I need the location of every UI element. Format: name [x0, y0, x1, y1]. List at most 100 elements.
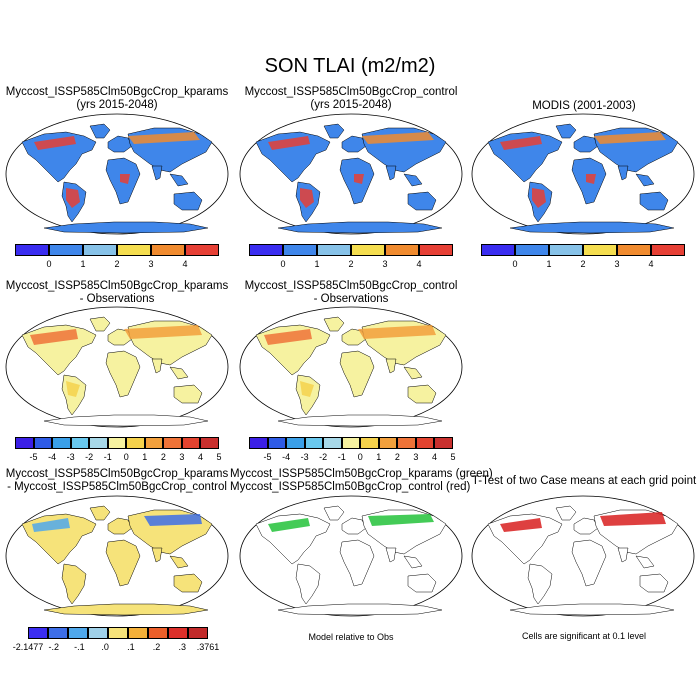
colorbar-tick-label: -2: [319, 452, 328, 462]
colorbar-box: [419, 244, 453, 256]
colorbar-tick-label: -2: [85, 452, 94, 462]
colorbar-tick-label: 5: [216, 452, 222, 462]
colorbar-tick-label: 5: [450, 452, 456, 462]
colorbar-box: [651, 244, 685, 256]
panel-title-p7: Myccost_ISSP585Clm50BgcCrop_kparams - My…: [0, 468, 234, 494]
continent-antarctica: [43, 221, 209, 234]
colorbar-box: [434, 437, 453, 449]
colorbar-tick-label: .0: [101, 642, 109, 652]
panel-title-line2: - Observations: [313, 293, 389, 305]
colorbar-box: [52, 437, 71, 449]
continent-europe: [341, 517, 367, 535]
continent-india: [617, 165, 629, 181]
continent-australia: [173, 573, 203, 593]
colorbar-casediff-p7: -2.1477 -.2 -.1 .0 .1 .2 .3 .3761: [13, 627, 219, 657]
field-patch: [594, 132, 666, 144]
colorbar-tick-label: 2: [348, 259, 354, 269]
continent-europe: [107, 517, 133, 535]
continent-se-asia: [403, 366, 423, 380]
figure-title: SON TLAI (m2/m2): [264, 55, 436, 77]
colorbar-tick-label: -2.1477: [12, 642, 44, 652]
continent-india: [385, 165, 397, 181]
colorbar-tick-label: 1: [80, 259, 86, 269]
colorbar-tick-label: 2: [394, 452, 400, 462]
continent-australia: [173, 384, 203, 404]
colorbar-box: [117, 244, 151, 256]
colorbar-box: [515, 244, 549, 256]
continent-europe: [341, 328, 367, 346]
continent-india: [151, 165, 163, 181]
panel-title-line1: Myccost_ISSP585Clm50BgcCrop_kparams (gre…: [230, 468, 493, 480]
field-patch: [600, 512, 666, 526]
colorbar-tick-label: -4: [48, 452, 57, 462]
colorbar-tick-label: 0: [46, 259, 52, 269]
colorbar-box: [415, 437, 435, 449]
continent-india: [151, 547, 163, 563]
field-patch: [362, 132, 434, 144]
panel-title-line1: MODIS (2001-2003): [532, 100, 636, 112]
colorbar-tick-label: 2: [114, 259, 120, 269]
continent-south-america: [61, 563, 87, 605]
continent-australia: [407, 384, 437, 404]
colorbar-tick-label: 0: [512, 259, 518, 269]
colorbar-box: [68, 627, 88, 639]
continent-antarctica: [277, 221, 443, 234]
colorbar-box: [88, 627, 108, 639]
colorbar-box: [249, 437, 268, 449]
field-patch: [264, 329, 312, 345]
continent-greenland: [323, 123, 345, 139]
colorbar-tick-label: 4: [416, 259, 422, 269]
field-patch: [354, 174, 364, 184]
colorbar-tick-label: 0: [123, 452, 129, 462]
colorbar-box: [168, 627, 188, 639]
colorbar-tick-label: 4: [648, 259, 654, 269]
continent-europe: [341, 135, 367, 153]
continent-greenland: [89, 123, 111, 139]
colorbar-tick-label: -3: [66, 452, 75, 462]
map-panel-p3: [471, 113, 695, 235]
colorbar-abs-p1: 0 1 2 3 4: [15, 244, 219, 274]
colorbar-box: [185, 244, 219, 256]
colorbar-box: [304, 437, 324, 449]
continent-se-asia: [169, 555, 189, 569]
field-patch: [66, 188, 80, 208]
panel-title-line1: Myccost_ISSP585Clm50BgcCrop_control: [244, 86, 458, 98]
colorbar-box: [181, 437, 201, 449]
continent-se-asia: [635, 555, 655, 569]
colorbar-box: [33, 437, 53, 449]
continent-antarctica: [509, 221, 675, 234]
continent-greenland: [555, 505, 577, 521]
field-patch: [268, 136, 310, 150]
colorbar-box: [15, 437, 34, 449]
colorbar-box: [360, 437, 379, 449]
continent-se-asia: [169, 173, 189, 187]
colorbar-tick-label: 3: [614, 259, 620, 269]
colorbar-box: [107, 437, 127, 449]
colorbar-box: [323, 437, 342, 449]
continent-europe: [107, 328, 133, 346]
colorbar-tick-label: -5: [263, 452, 272, 462]
colorbar-box: [126, 437, 145, 449]
colorbar-tick-label: 4: [431, 452, 437, 462]
field-patch: [268, 518, 310, 532]
colorbar-box: [249, 244, 283, 256]
panel-title-line1: T-Test of two Case means at each grid po…: [471, 475, 697, 487]
colorbar-tick-label: -.2: [48, 642, 59, 652]
field-patch: [144, 514, 202, 526]
panel-title-p1: Myccost_ISSP585Clm50BgcCrop_kparams (yrs…: [0, 86, 234, 112]
continent-africa: [339, 539, 375, 587]
continent-south-america: [295, 563, 321, 605]
continent-australia: [639, 573, 669, 593]
colorbar-tick-label: 3: [148, 259, 154, 269]
panel-title-line2: (yrs 2015-2048): [310, 99, 392, 111]
colorbar-tick-label: .3761: [196, 642, 220, 652]
field-patch: [586, 174, 596, 184]
note-model-relative: Model relative to Obs: [308, 632, 394, 642]
note-significance: Cells are significant at 0.1 level: [521, 631, 647, 641]
field-patch: [30, 329, 78, 345]
continent-se-asia: [635, 173, 655, 187]
colorbar-box: [49, 244, 83, 256]
colorbar-box: [48, 627, 68, 639]
continent-europe: [573, 135, 599, 153]
colorbar-tick-label: .3: [178, 642, 187, 652]
